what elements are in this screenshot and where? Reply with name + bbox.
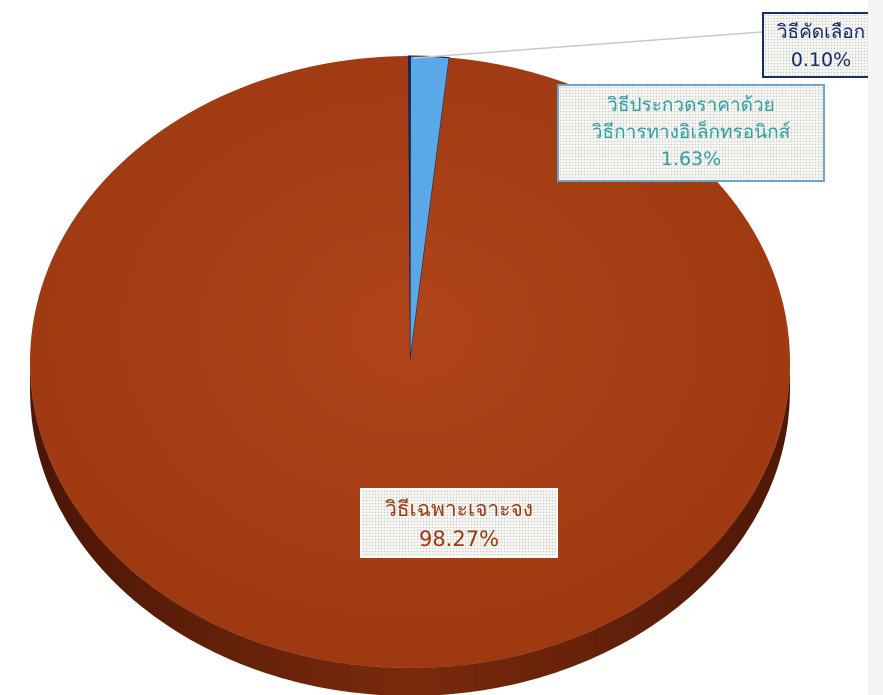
data-label-specific-method: วิธีเฉพาะเจาะจง 98.27% (360, 488, 558, 558)
pie-slice-0 (30, 56, 791, 668)
data-label-name-line-1: วิธีประกวดราคาด้วย (607, 94, 775, 116)
data-label-name: วิธีเฉพาะเจาะจง (384, 497, 534, 521)
data-label-e-bidding-method: วิธีประกวดราคาด้วย วิธีการทางอิเล็กทรอนิ… (557, 84, 825, 182)
data-label-value: 98.27% (418, 527, 500, 551)
page-edge (868, 0, 883, 695)
data-label-selection-method: วิธีคัดเลือก 0.10% (762, 12, 880, 78)
data-label-name-line-2: วิธีการทางอิเล็กทรอนิกส์ (591, 121, 791, 143)
leader-line-small-slice (413, 31, 763, 59)
data-label-value: 1.63% (660, 148, 722, 170)
data-label-value: 0.10% (790, 49, 852, 71)
data-label-name: วิธีคัดเลือก (776, 21, 866, 43)
pie-slices (30, 55, 791, 668)
